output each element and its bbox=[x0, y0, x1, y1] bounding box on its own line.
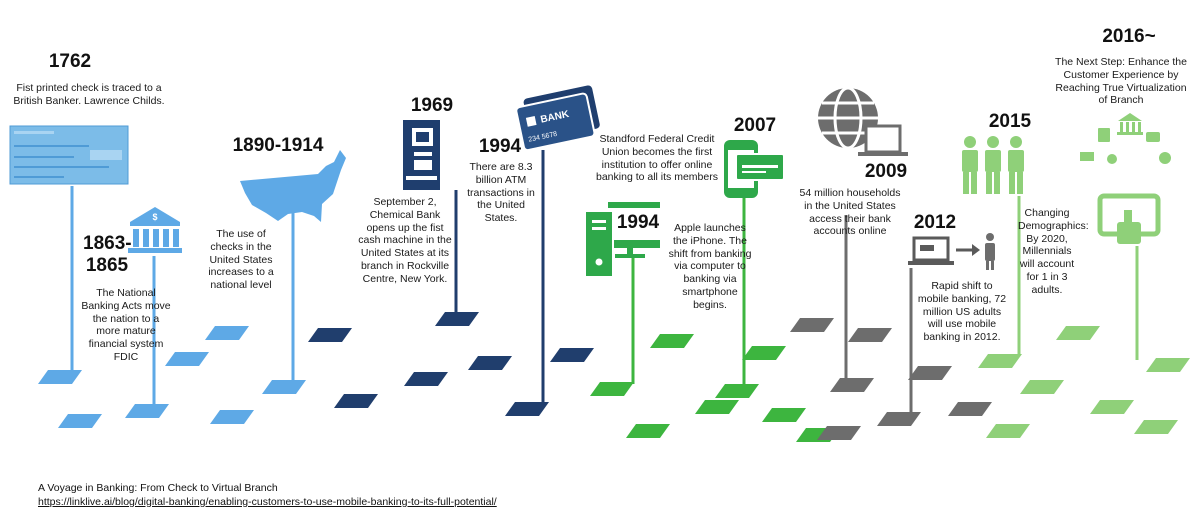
year-1994-online: 1994 bbox=[616, 212, 660, 233]
description-1890-1914: The use of checks in the United States i… bbox=[208, 228, 274, 292]
floor-tile bbox=[742, 346, 786, 360]
floor-tile bbox=[435, 312, 479, 326]
floor-tile bbox=[308, 328, 352, 342]
source-caption: A Voyage in Banking: From Check to Virtu… bbox=[38, 482, 497, 509]
description-2015: Changing Demographics: By 2020, Millenni… bbox=[1018, 207, 1089, 296]
smartphone-icon bbox=[724, 140, 785, 198]
year-1762: 1762 bbox=[48, 51, 92, 72]
floor-tile bbox=[626, 424, 670, 438]
description-2009: 54 million households in the United Stat… bbox=[799, 187, 901, 238]
floor-tile bbox=[1020, 380, 1064, 394]
source-link[interactable]: https://linklive.ai/blog/digital-banking… bbox=[38, 495, 497, 508]
floor-tile bbox=[695, 400, 739, 414]
floor-tile bbox=[1146, 358, 1190, 372]
year-1863-1865: 1863-1865 bbox=[83, 233, 132, 276]
check-icon bbox=[9, 125, 129, 185]
caption-title: A Voyage in Banking: From Check to Virtu… bbox=[38, 482, 278, 494]
floor-tile bbox=[715, 384, 759, 398]
bank-card-icon: BANK 234 5678 bbox=[515, 85, 600, 152]
floor-tile bbox=[877, 412, 921, 426]
floor-tile bbox=[978, 354, 1022, 368]
floor-tile bbox=[125, 404, 169, 418]
floor-tile bbox=[468, 356, 512, 370]
description-1863-1865: The National Banking Acts move the natio… bbox=[81, 287, 171, 363]
year-2007: 2007 bbox=[733, 115, 777, 136]
floor-tile bbox=[550, 348, 594, 362]
description-2012: Rapid shift to mobile banking, 72 millio… bbox=[917, 280, 1007, 344]
floor-tile bbox=[948, 402, 992, 416]
people-icon bbox=[962, 136, 1024, 194]
floor-tile bbox=[38, 370, 82, 384]
floor-tile bbox=[58, 414, 102, 428]
laptop-to-mobile-icon bbox=[908, 233, 995, 270]
floor-tile bbox=[262, 380, 306, 394]
year-2009: 2009 bbox=[864, 161, 908, 182]
description-1969: September 2, Chemical Bank opens up the … bbox=[358, 196, 452, 285]
year-1969: 1969 bbox=[410, 95, 454, 116]
year-2016: 2016~ bbox=[1102, 26, 1156, 47]
floor-tile bbox=[165, 352, 209, 366]
description-2016: The Next Step: Enhance the Customer Expe… bbox=[1055, 56, 1187, 107]
bank-building-icon: $ bbox=[128, 207, 182, 253]
floor-tile bbox=[1090, 400, 1134, 414]
floor-tile bbox=[210, 410, 254, 424]
floor-tile bbox=[1134, 420, 1178, 434]
atm-icon bbox=[403, 120, 440, 190]
floor-tile bbox=[650, 334, 694, 348]
floor-tile bbox=[762, 408, 806, 422]
description-1994-online: Standford Federal Credit Union becomes t… bbox=[596, 133, 718, 184]
floor-tile bbox=[1056, 326, 1100, 340]
description-1762: Fist printed check is traced to a Britis… bbox=[13, 82, 165, 107]
floor-tile bbox=[590, 382, 634, 396]
description-2007: Apple launches the iPhone. The shift fro… bbox=[668, 222, 752, 311]
floor-tile bbox=[817, 426, 861, 440]
desktop-computer-icon bbox=[586, 202, 660, 276]
floor-tile bbox=[848, 328, 892, 342]
timeline-poles bbox=[70, 150, 1139, 414]
usa-map-icon bbox=[240, 150, 346, 222]
floor-tile bbox=[986, 424, 1030, 438]
floor-tiles bbox=[38, 312, 1190, 442]
floor-tile bbox=[205, 326, 249, 340]
svg-text:$: $ bbox=[152, 212, 157, 222]
floor-tile bbox=[334, 394, 378, 408]
globe-laptop-icon bbox=[818, 86, 908, 156]
floor-tile bbox=[830, 378, 874, 392]
virtual-branch-icon bbox=[1080, 113, 1171, 244]
floor-tile bbox=[908, 366, 952, 380]
floor-tile bbox=[505, 402, 549, 416]
year-2012: 2012 bbox=[913, 212, 957, 233]
description-1994-atm: There are 8.3 billion ATM transactions i… bbox=[467, 161, 535, 225]
floor-tile bbox=[790, 318, 834, 332]
year-1994-atm: 1994 bbox=[478, 136, 522, 157]
year-2015: 2015 bbox=[988, 111, 1032, 132]
floor-tile bbox=[404, 372, 448, 386]
year-1890-1914: 1890-1914 bbox=[232, 135, 324, 156]
